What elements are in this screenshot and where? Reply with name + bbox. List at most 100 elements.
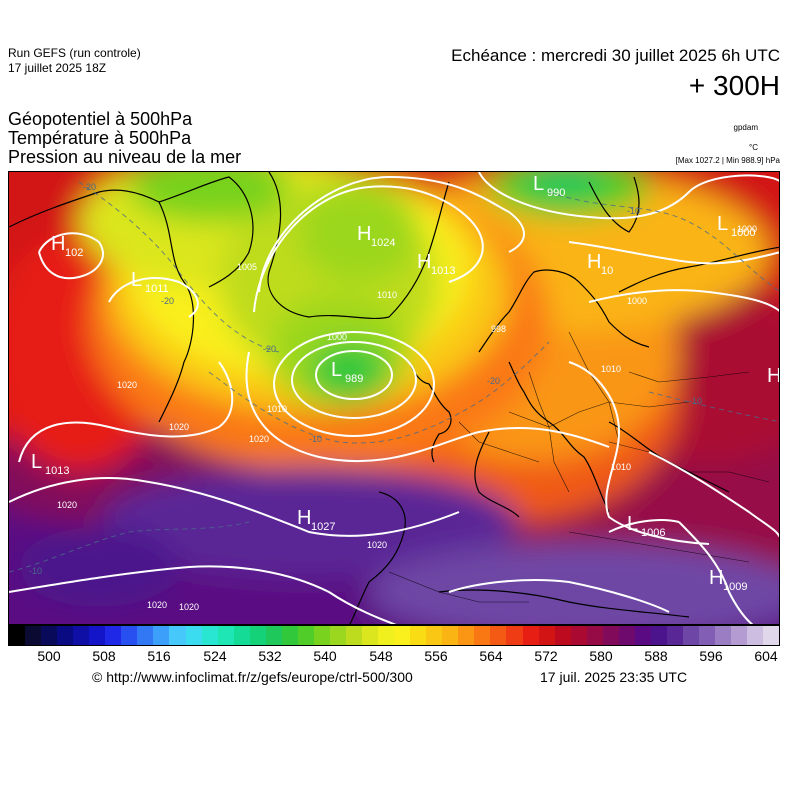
pressure-center: L 989 xyxy=(331,359,363,385)
colorbar-segment xyxy=(217,626,234,645)
pressure-center-value: 1011 xyxy=(145,283,169,295)
pressure-center-value: 1000 xyxy=(731,227,755,239)
low-pressure-letter: L xyxy=(131,269,142,291)
isobar-label: 1000 xyxy=(627,296,647,306)
colorbar-label: 508 xyxy=(92,648,116,664)
pressure-center: H 1027 xyxy=(297,507,335,533)
pressure-center: L 1013 xyxy=(31,451,69,477)
pressure-center-value: 1013 xyxy=(431,265,455,277)
colorbar-segment xyxy=(313,626,330,645)
colorbar-segment xyxy=(41,626,58,645)
colorbar-segment xyxy=(233,626,250,645)
colorbar-segment xyxy=(89,626,106,645)
isotherm-label: -10 xyxy=(627,206,640,216)
colorbar-segment xyxy=(362,626,379,645)
isotherms xyxy=(9,181,779,573)
run-name: Run GEFS (run controle) xyxy=(8,46,141,60)
colorbar-segment xyxy=(297,626,314,645)
isobar-label: 1010 xyxy=(611,462,631,472)
colorbar-segment xyxy=(442,626,459,645)
title-temperature: Température à 500hPa xyxy=(8,128,192,148)
credit-url[interactable]: © http://www.infoclimat.fr/z/gefs/europe… xyxy=(92,669,413,685)
pressure-center: H 1024 xyxy=(357,223,395,249)
isobar-label: 1005 xyxy=(237,262,257,272)
isobar-label: 1020 xyxy=(147,600,167,610)
run-date: 17 juillet 2025 18Z xyxy=(8,61,107,75)
pressure-center: H 1009 xyxy=(709,567,747,593)
colorbar-labels: 500 508 516 524 532 540 548 556 564 572 580 588 596 6… xyxy=(8,648,780,666)
unit-geopotential: gpdam xyxy=(733,123,758,132)
title-geopotential: Géopotentiel à 500hPa xyxy=(8,109,193,129)
low-pressure-letter: L xyxy=(717,213,728,235)
colorbar-label: 516 xyxy=(147,648,171,664)
pressure-center-value: 989 xyxy=(345,373,363,385)
weather-map: H 102 L 1011 H 1024 H 1013 L 990 L 1000 H 10 L 989 L 1013… xyxy=(8,171,780,625)
isotherm-label: -20 xyxy=(161,296,174,306)
isobar-label: 1020 xyxy=(179,602,199,612)
isotherm-label: -20 xyxy=(487,376,500,386)
isotherm-label: -10 xyxy=(309,434,322,444)
colorbar-segment xyxy=(345,626,363,645)
colorbar-segment xyxy=(25,626,42,645)
isobars xyxy=(9,172,779,624)
lead-time: + 300H xyxy=(688,70,780,101)
low-pressure-letter: L xyxy=(331,359,342,381)
colorbar-label: 564 xyxy=(479,648,503,664)
colorbar-segment xyxy=(378,626,395,645)
colorbar-segment xyxy=(121,626,138,645)
colorbar-segment xyxy=(570,626,587,645)
low-pressure-letter: L xyxy=(627,513,638,535)
high-pressure-letter: H xyxy=(51,233,65,255)
colorbar-segment xyxy=(554,626,571,645)
unit-temperature: °C xyxy=(749,143,758,152)
high-pressure-letter: H xyxy=(357,223,371,245)
colorbar-segment xyxy=(458,626,475,645)
isotherm-label: -10 xyxy=(689,396,702,406)
pressure-center: L 1006 xyxy=(627,513,665,539)
pressure-center-value: 1027 xyxy=(311,521,335,533)
colorbar-segment xyxy=(650,626,667,645)
colorbar-segment xyxy=(522,626,539,645)
pressure-center-value: 1006 xyxy=(641,527,665,539)
high-pressure-letter: H xyxy=(297,507,311,529)
low-pressure-letter: L xyxy=(31,451,42,473)
isotherm-label: -10 xyxy=(29,566,42,576)
pressure-center-value: 1024 xyxy=(371,237,395,249)
colorbar-segment xyxy=(618,626,635,645)
isobar-label: 1010 xyxy=(601,364,621,374)
pressure-center-value: 10 xyxy=(601,265,613,277)
pressure-center: H 10 xyxy=(587,251,613,277)
colorbar-segment xyxy=(763,626,780,645)
colorbar-label: 548 xyxy=(369,648,393,664)
colorbar-segment xyxy=(715,626,732,645)
colorbar-label: 500 xyxy=(37,648,61,664)
colorbar-segment xyxy=(185,626,202,645)
colorbar-segment xyxy=(410,626,427,645)
isobar-label: 1010 xyxy=(267,404,287,414)
high-pressure-letter: H xyxy=(767,365,780,387)
pressure-center: L 1011 xyxy=(131,269,169,295)
colorbar-segment xyxy=(426,626,443,645)
colorbar-segment xyxy=(538,626,555,645)
pressure-extremes: [Max 1027.2 | Min 988.9] hPa xyxy=(675,156,780,165)
pressure-center: H xyxy=(767,365,780,387)
colorbar-segment xyxy=(169,626,186,645)
colorbar-segment xyxy=(9,626,26,645)
colorbar-label: 604 xyxy=(754,648,778,664)
pressure-center: H 102 xyxy=(51,233,83,259)
colorbar-segment xyxy=(153,626,170,645)
colorbar-segment xyxy=(699,626,716,645)
colorbar-segment xyxy=(329,626,346,645)
colorbar-label: 524 xyxy=(203,648,227,664)
isobar-label: 1020 xyxy=(117,380,137,390)
colorbar-segment xyxy=(201,626,218,645)
colorbar-segment xyxy=(586,626,603,645)
isobar-label: 1020 xyxy=(57,500,77,510)
isobar-labels: 1005101010001010102010201020102010201010… xyxy=(57,224,757,612)
colorbar-label: 556 xyxy=(424,648,448,664)
low-pressure-letter: L xyxy=(533,173,544,195)
pressure-center-value: 990 xyxy=(547,187,565,199)
colorbar-segment xyxy=(394,626,411,645)
colorbar-segment xyxy=(281,626,298,645)
